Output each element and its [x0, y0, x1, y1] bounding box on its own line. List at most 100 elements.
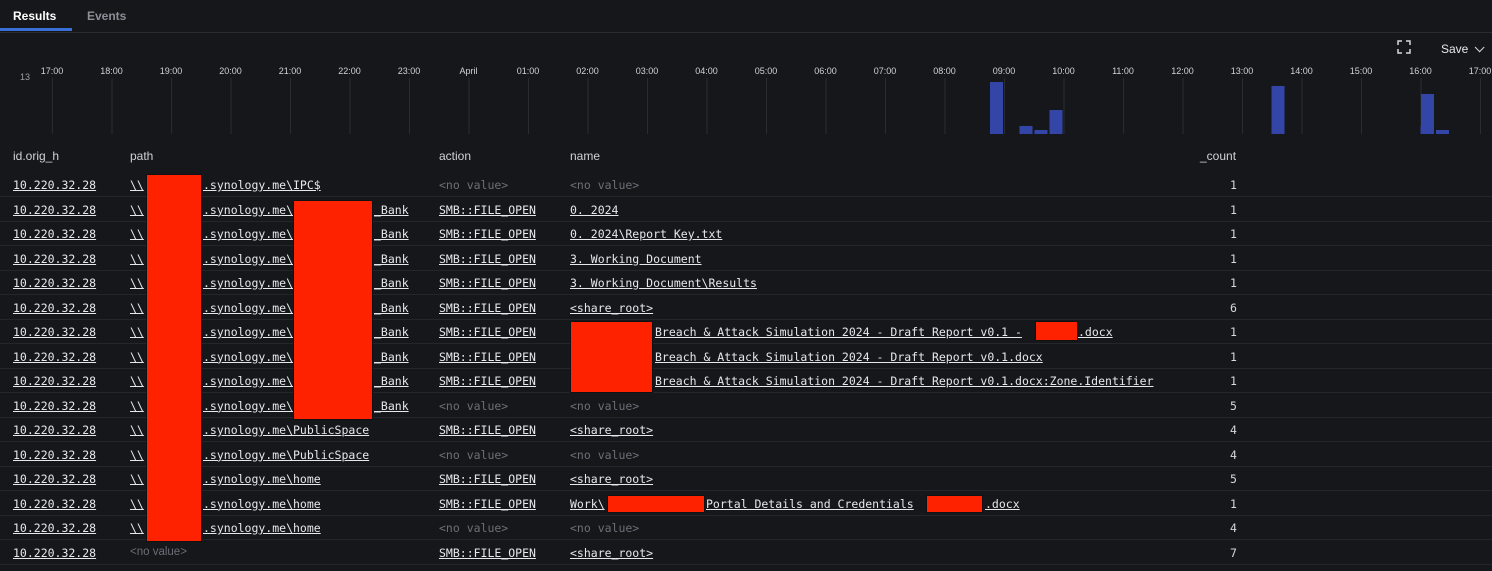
timeline-bar[interactable]	[990, 82, 1003, 134]
table-row[interactable]: 10.220.32.28 \\ .synology.me\IPC$ <no value…	[0, 172, 1492, 197]
path-cell[interactable]: .synology.me\IPC$	[203, 178, 321, 192]
path-tail[interactable]: _Bank	[374, 276, 409, 290]
name-cell[interactable]: Work\	[570, 496, 605, 511]
path-prefix[interactable]: \\	[130, 300, 144, 315]
path-cell[interactable]: .synology.me\PublicSpace	[203, 423, 370, 437]
path-prefix[interactable]: \\	[130, 447, 144, 462]
path-tail[interactable]: _Bank	[374, 202, 409, 217]
timeline-bar[interactable]	[1049, 110, 1063, 134]
action-cell[interactable]: SMB::FILE_OPEN	[439, 423, 536, 437]
action-cell[interactable]: SMB::FILE_OPEN	[439, 202, 536, 217]
path-prefix[interactable]: \\	[130, 398, 144, 413]
table-row[interactable]: 10.220.32.28 \\ .synology.me\PublicSpace <n…	[0, 442, 1492, 467]
action-cell[interactable]: SMB::FILE_OPEN	[439, 496, 536, 511]
name-cell[interactable]: 0. 2024\Report Key.txt	[570, 227, 723, 241]
name-cell[interactable]: <share_root>	[570, 472, 654, 486]
path-cell[interactable]: .synology.me\	[203, 251, 294, 266]
table-row[interactable]: 10.220.32.28 <no value> SMB::FILE_OPEN <sha…	[0, 540, 1492, 565]
path-tail[interactable]: _Bank	[374, 398, 409, 413]
column-header-id-orig-h[interactable]: id.orig_h	[13, 149, 60, 163]
timeline-bar[interactable]	[1034, 130, 1048, 134]
path-tail[interactable]: _Bank	[374, 227, 409, 241]
tab-results[interactable]: Results	[13, 9, 57, 23]
path-tail[interactable]: _Bank	[374, 300, 409, 315]
table-row[interactable]: 10.220.32.28 \\ .synology.me\home SMB::FILE…	[0, 466, 1492, 491]
table-row[interactable]: 10.220.32.28 \\ .synology.me\home SMB::FILE…	[0, 491, 1492, 516]
ip-cell[interactable]: 10.220.32.28	[13, 227, 97, 241]
ip-cell[interactable]: 10.220.32.28	[13, 496, 97, 511]
action-cell[interactable]: SMB::FILE_OPEN	[439, 227, 536, 241]
name-tail[interactable]: .docx	[1078, 325, 1113, 339]
name-cell[interactable]: 3. Working Document	[570, 251, 702, 266]
path-prefix[interactable]: \\	[130, 374, 144, 388]
column-header-count[interactable]: _count	[1200, 149, 1237, 163]
column-header-path[interactable]: path	[130, 149, 154, 163]
path-tail[interactable]: _Bank	[374, 325, 409, 339]
ip-cell[interactable]: 10.220.32.28	[13, 398, 97, 413]
save-button[interactable]: Save	[1441, 42, 1485, 56]
ip-cell[interactable]: 10.220.32.28	[13, 276, 97, 290]
ip-cell[interactable]: 10.220.32.28	[13, 545, 97, 560]
path-tail[interactable]: _Bank	[374, 374, 409, 388]
ip-cell[interactable]: 10.220.32.28	[13, 447, 97, 462]
name-cell[interactable]: Breach & Attack Simulation 2024 - Draft …	[655, 374, 1154, 388]
ip-cell[interactable]: 10.220.32.28	[13, 300, 97, 315]
path-prefix[interactable]: \\	[130, 349, 144, 364]
ip-cell[interactable]: 10.220.32.28	[13, 251, 97, 266]
name-mid[interactable]: Portal Details and Credentials	[706, 496, 914, 511]
ip-cell[interactable]: 10.220.32.28	[13, 423, 97, 437]
table-row[interactable]: 10.220.32.28 \\ .synology.me\ _Bank SMB::FIL…	[0, 246, 1492, 271]
name-cell[interactable]: 0. 2024	[570, 202, 619, 217]
path-cell[interactable]: .synology.me\	[203, 325, 294, 339]
action-cell[interactable]: SMB::FILE_OPEN	[439, 300, 536, 315]
path-cell[interactable]: .synology.me\	[203, 398, 294, 413]
name-cell[interactable]: <share_root>	[570, 545, 654, 560]
name-cell[interactable]: Breach & Attack Simulation 2024 - Draft …	[655, 325, 1022, 339]
path-cell[interactable]: .synology.me\	[203, 276, 294, 290]
path-prefix[interactable]: \\	[130, 276, 144, 290]
column-header-name[interactable]: name	[570, 149, 601, 163]
timeline-bar[interactable]	[1436, 130, 1449, 134]
path-cell[interactable]: .synology.me\	[203, 374, 294, 388]
name-cell[interactable]: 3. Working Document\Results	[570, 276, 757, 290]
column-header-action[interactable]: action	[439, 149, 472, 163]
action-cell[interactable]: SMB::FILE_OPEN	[439, 349, 536, 364]
ip-cell[interactable]: 10.220.32.28	[13, 178, 97, 192]
action-cell[interactable]: SMB::FILE_OPEN	[439, 472, 536, 486]
name-tail[interactable]: .docx	[985, 496, 1020, 511]
ip-cell[interactable]: 10.220.32.28	[13, 325, 97, 339]
ip-cell[interactable]: 10.220.32.28	[13, 521, 97, 535]
path-cell[interactable]: .synology.me\	[203, 300, 294, 315]
tab-events[interactable]: Events	[87, 9, 127, 23]
path-prefix[interactable]: \\	[130, 227, 144, 241]
name-cell[interactable]: Breach & Attack Simulation 2024 - Draft …	[655, 349, 1043, 364]
timeline-bar[interactable]	[1271, 86, 1285, 134]
path-prefix[interactable]: \\	[130, 251, 144, 266]
path-prefix[interactable]: \\	[130, 521, 144, 535]
action-cell[interactable]: SMB::FILE_OPEN	[439, 251, 536, 266]
table-row[interactable]: 10.220.32.28 \\ .synology.me\ _Bank SMB::FIL…	[0, 221, 1492, 246]
ip-cell[interactable]: 10.220.32.28	[13, 202, 97, 217]
table-row[interactable]: 10.220.32.28 \\ .synology.me\ _Bank SMB::FIL…	[0, 344, 1492, 369]
action-cell[interactable]: SMB::FILE_OPEN	[439, 545, 536, 560]
path-cell[interactable]: .synology.me\PublicSpace	[203, 447, 370, 462]
path-cell[interactable]: .synology.me\home	[203, 521, 321, 535]
expand-icon[interactable]	[1397, 40, 1411, 54]
ip-cell[interactable]: 10.220.32.28	[13, 472, 97, 486]
path-tail[interactable]: _Bank	[374, 349, 409, 364]
path-prefix[interactable]: \\	[130, 496, 144, 511]
ip-cell[interactable]: 10.220.32.28	[13, 374, 97, 388]
table-row[interactable]: 10.220.32.28 \\ .synology.me\ _Bank SMB::FIL…	[0, 197, 1492, 222]
table-row[interactable]: 10.220.32.28 \\ .synology.me\ _Bank <no valu…	[0, 393, 1492, 418]
table-row[interactable]: 10.220.32.28 \\ .synology.me\ _Bank SMB::FIL…	[0, 270, 1492, 295]
action-cell[interactable]: SMB::FILE_OPEN	[439, 374, 536, 388]
action-cell[interactable]: SMB::FILE_OPEN	[439, 276, 536, 290]
name-cell[interactable]: <share_root>	[570, 300, 654, 315]
table-row[interactable]: 10.220.32.28 \\ .synology.me\ _Bank SMB::FIL…	[0, 319, 1492, 344]
path-prefix[interactable]: \\	[130, 325, 144, 339]
path-prefix[interactable]: \\	[130, 472, 144, 486]
path-prefix[interactable]: \\	[130, 202, 144, 217]
path-cell[interactable]: .synology.me\	[203, 202, 294, 217]
action-cell[interactable]: SMB::FILE_OPEN	[439, 325, 536, 339]
timeline-histogram[interactable]: 13 17:00 18:00 19:00 20:00 21:00 22:00 23:00 Apr…	[0, 64, 1492, 136]
